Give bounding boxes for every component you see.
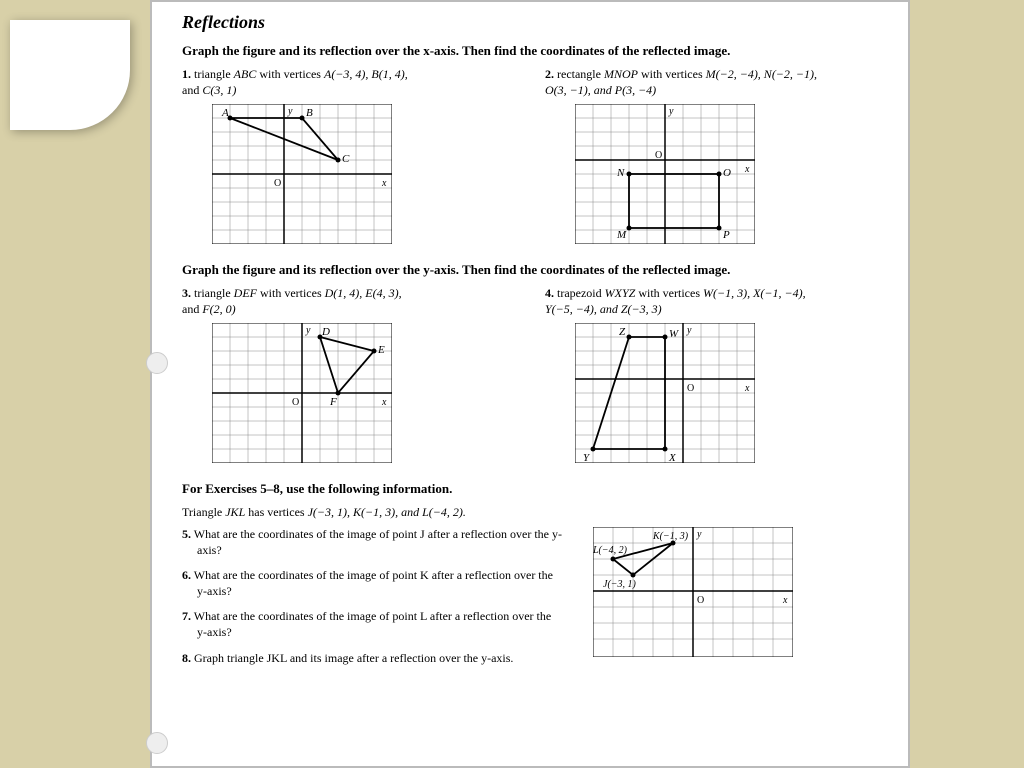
problem-5: 5. What are the coordinates of the image… [197, 527, 563, 558]
problem-4: 4. trapezoid WXYZ with vertices W(−1, 3)… [545, 286, 878, 463]
svg-text:O: O [274, 178, 281, 189]
problem-row: 3. triangle DEF with vertices D(1, 4), E… [182, 286, 878, 463]
svg-text:W: W [669, 328, 679, 340]
svg-text:N: N [616, 167, 625, 179]
problem-2: 2. rectangle MNOP with vertices M(−2, −4… [545, 67, 878, 244]
svg-text:C: C [342, 153, 350, 165]
desk-corner-object [10, 20, 130, 130]
svg-text:O: O [655, 150, 662, 161]
grid-2: N O M P O y x [575, 104, 755, 244]
section-instruction: For Exercises 5–8, use the following inf… [182, 481, 878, 497]
svg-text:J(−3, 1): J(−3, 1) [603, 579, 637, 590]
section-instruction: Graph the figure and its reflection over… [182, 43, 878, 59]
svg-text:x: x [744, 383, 750, 394]
svg-text:F: F [329, 396, 337, 408]
svg-text:D: D [321, 326, 330, 338]
svg-text:y: y [686, 325, 692, 336]
problem-text: 1. triangle ABC with vertices A(−3, 4), … [182, 67, 515, 98]
grid-4: W Z Y X O y x [575, 323, 755, 463]
svg-text:Y: Y [583, 452, 591, 463]
worksheet-page: Reflections Graph the figure and its ref… [150, 0, 910, 768]
problem-3: 3. triangle DEF with vertices D(1, 4), E… [182, 286, 515, 463]
problem-1: 1. triangle ABC with vertices A(−3, 4), … [182, 67, 515, 244]
problem-text: 4. trapezoid WXYZ with vertices W(−1, 3)… [545, 286, 878, 317]
svg-text:B: B [306, 107, 313, 119]
binder-hole [146, 352, 168, 374]
svg-text:O: O [723, 167, 731, 179]
svg-text:L(−4, 2): L(−4, 2) [593, 545, 628, 556]
binder-hole [146, 732, 168, 754]
jkl-intro: Triangle JKL has vertices J(−3, 1), K(−1… [182, 505, 878, 521]
grid-jkl-col: K(−1, 3) L(−4, 2) J(−3, 1) O y x [593, 527, 878, 672]
svg-text:K(−1, 3): K(−1, 3) [652, 531, 689, 542]
grid-jkl: K(−1, 3) L(−4, 2) J(−3, 1) O y x [593, 527, 773, 657]
svg-text:y: y [668, 106, 674, 117]
svg-text:y: y [696, 529, 702, 540]
svg-text:P: P [722, 229, 730, 241]
problem-row: 1. triangle ABC with vertices A(−3, 4), … [182, 67, 878, 244]
problem-7: 7. What are the coordinates of the image… [197, 609, 563, 640]
page-title: Reflections [182, 12, 878, 33]
problem-8: 8. Graph triangle JKL and its image afte… [197, 651, 563, 667]
svg-text:M: M [616, 229, 627, 241]
svg-text:X: X [668, 452, 677, 463]
problem-6: 6. What are the coordinates of the image… [197, 568, 563, 599]
row-5-8: 5. What are the coordinates of the image… [182, 527, 878, 672]
svg-text:O: O [292, 397, 299, 408]
svg-text:x: x [381, 397, 387, 408]
svg-text:E: E [377, 344, 385, 356]
svg-text:x: x [782, 595, 788, 606]
svg-text:Z: Z [619, 326, 626, 338]
questions-col: 5. What are the coordinates of the image… [182, 527, 563, 672]
svg-text:x: x [381, 178, 387, 189]
problem-text: 2. rectangle MNOP with vertices M(−2, −4… [545, 67, 878, 98]
section-instruction: Graph the figure and its reflection over… [182, 262, 878, 278]
svg-text:A: A [221, 107, 229, 119]
svg-text:y: y [305, 325, 311, 336]
svg-text:O: O [687, 383, 694, 394]
svg-text:x: x [744, 164, 750, 175]
svg-text:O: O [697, 595, 704, 606]
problem-text: 3. triangle DEF with vertices D(1, 4), E… [182, 286, 515, 317]
svg-text:y: y [287, 106, 293, 117]
grid-3: D E F O y x [212, 323, 392, 463]
grid-1: A B C O y x [212, 104, 392, 244]
